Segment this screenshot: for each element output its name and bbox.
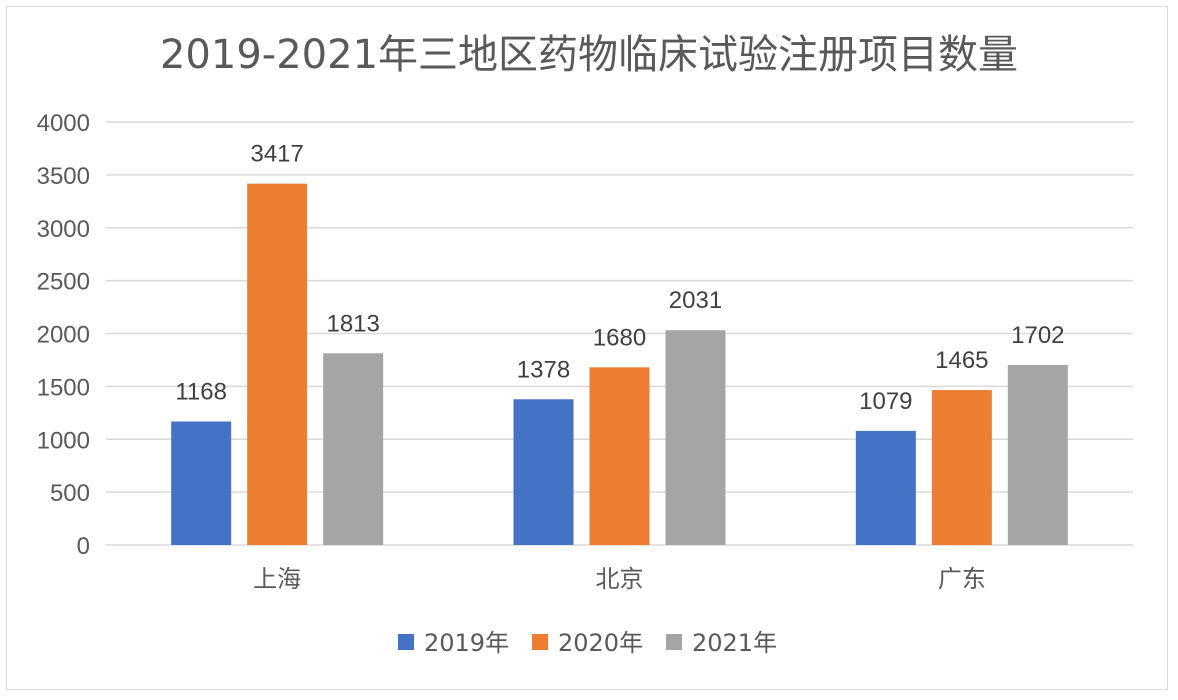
data-labels: 1168 3417 1813 1378 1680 2031 1079 1465 1702 [175, 141, 1064, 415]
y-tick-label: 3000 [37, 216, 90, 243]
y-tick-label: 500 [50, 480, 90, 507]
legend-swatch [532, 634, 548, 650]
y-tick-label: 4000 [37, 110, 90, 137]
bars [171, 183, 1068, 545]
data-label: 1813 [326, 310, 379, 337]
legend-swatch [666, 634, 682, 650]
bar [323, 353, 384, 545]
data-label: 1079 [859, 388, 912, 415]
y-tick-label: 2000 [37, 322, 90, 349]
y-tick-label: 2500 [37, 269, 90, 296]
bar [513, 399, 574, 545]
data-label: 2031 [669, 287, 722, 314]
legend-label: 2019年 [424, 629, 509, 657]
legend: 2019年 2020年 2021年 [398, 629, 777, 657]
bar [1007, 365, 1068, 545]
chart-title: 2019-2021年三地区药物临床试验注册项目数量 [160, 32, 1018, 78]
y-tick-label: 3500 [37, 163, 90, 190]
data-label: 3417 [250, 141, 303, 168]
data-label: 1168 [175, 378, 227, 405]
bar [931, 390, 992, 545]
x-category-label: 广东 [938, 565, 986, 593]
bar [589, 367, 650, 545]
legend-label: 2020年 [558, 629, 643, 657]
x-category-label: 上海 [253, 565, 301, 593]
y-tick-label: 1000 [37, 427, 90, 454]
x-axis-categories: 上海 北京 广东 [253, 565, 986, 593]
data-label: 1465 [935, 347, 988, 374]
legend-label: 2021年 [692, 629, 777, 657]
legend-swatch [398, 634, 414, 650]
bar [247, 183, 308, 545]
bar [171, 421, 232, 545]
y-tick-label: 0 [77, 533, 90, 560]
data-label: 1680 [593, 324, 646, 351]
y-tick-label: 1500 [37, 374, 90, 401]
data-label: 1702 [1011, 322, 1064, 349]
bar [855, 430, 916, 545]
bar [665, 330, 726, 545]
y-axis-ticks: 0 500 1000 1500 2000 2500 3000 3500 4000 [37, 110, 90, 560]
chart-frame [6, 6, 1168, 690]
data-label: 1378 [517, 356, 570, 383]
x-category-label: 北京 [596, 565, 644, 593]
